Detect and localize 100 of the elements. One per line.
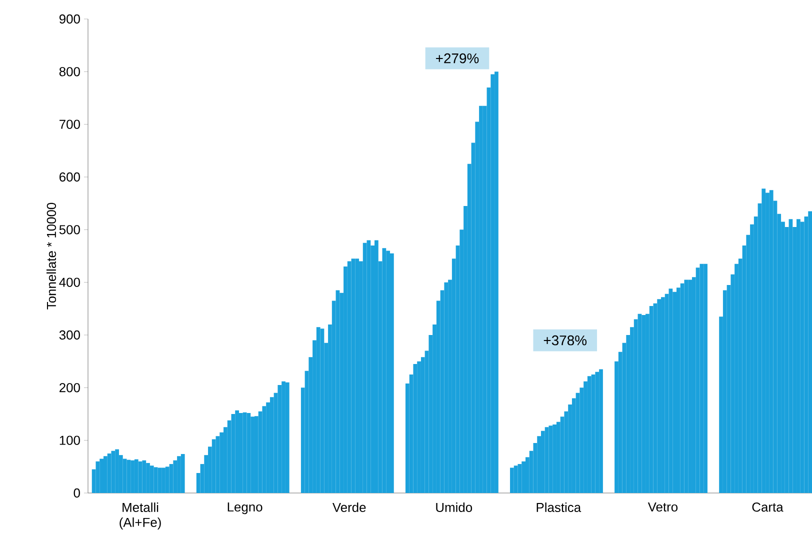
y-tick-label: 500: [59, 225, 80, 234]
bar: [285, 382, 290, 493]
bar: [238, 412, 243, 493]
y-tick-label: 900: [59, 14, 80, 24]
bar: [374, 240, 378, 493]
bar: [165, 466, 170, 493]
bar: [111, 450, 116, 493]
x-tick-label: Carta: [752, 502, 784, 512]
bar: [158, 468, 162, 493]
y-tick-label: 600: [60, 172, 80, 182]
bar: [231, 414, 236, 493]
bar: [544, 427, 549, 493]
bar: [490, 74, 495, 493]
bar: [316, 327, 320, 493]
bar: [362, 242, 367, 493]
bar: [134, 459, 138, 493]
bar: [494, 72, 498, 493]
bar: [115, 449, 119, 493]
bar: [413, 364, 418, 493]
bar: [688, 280, 692, 493]
y-tick-label: 100: [60, 436, 80, 445]
bar: [126, 460, 131, 493]
bar: [122, 458, 127, 493]
bar: [548, 426, 553, 493]
bar: [510, 468, 514, 493]
bar: [591, 374, 596, 493]
bar: [138, 461, 142, 493]
y-tick-label: 300: [59, 330, 80, 340]
bar: [347, 261, 352, 493]
bar: [552, 424, 556, 493]
x-tick-label: Vetro: [648, 502, 678, 512]
bar: [642, 314, 646, 493]
bar: [676, 288, 680, 493]
bar: [351, 258, 356, 493]
annotation: +279%: [436, 53, 479, 64]
y-axis-title: Tonnellate * 10000: [46, 202, 56, 310]
bar: [154, 467, 158, 493]
bar: [103, 456, 108, 493]
x-tick-label: Plastica: [536, 502, 582, 512]
annotation: +378%: [544, 335, 587, 346]
bar: [169, 464, 174, 493]
bar: [366, 240, 371, 493]
bar: [100, 458, 104, 493]
bar: [672, 292, 676, 493]
bar: [246, 412, 251, 493]
bar: [540, 430, 545, 493]
bar: [444, 282, 448, 493]
bar: [808, 211, 812, 493]
x-tick-label: Verde: [332, 502, 366, 512]
bar: [107, 454, 112, 493]
bar: [320, 328, 324, 493]
bar: [417, 361, 421, 493]
bar: [657, 299, 662, 493]
bar: [522, 461, 526, 493]
y-tick-label: 800: [59, 67, 80, 76]
bar: [278, 385, 282, 493]
bar: [150, 466, 154, 493]
bar: [680, 283, 684, 493]
bar: [684, 280, 688, 493]
bar: [518, 464, 522, 493]
bar: [514, 466, 518, 493]
bar: [649, 306, 654, 493]
bar: [704, 264, 708, 493]
bar: [796, 219, 800, 493]
bar: [599, 369, 603, 493]
x-tick-label: Umido: [436, 502, 472, 512]
bar: [700, 264, 704, 493]
bar: [661, 297, 665, 493]
y-tick-label: 700: [60, 120, 80, 129]
x-tick-label: Legno: [228, 502, 262, 514]
y-tick-label: 200: [60, 383, 80, 392]
y-tick-label: 0: [74, 488, 80, 498]
bar: [235, 410, 239, 493]
bar: [762, 188, 766, 493]
bar: [355, 258, 360, 493]
bar: [270, 397, 274, 493]
bar: [653, 303, 658, 493]
bar: [250, 416, 254, 493]
x-tick-label: Metalli (Al+Fe): [120, 502, 161, 530]
bar: [142, 460, 146, 493]
bar: [173, 460, 178, 493]
bar: [242, 412, 247, 493]
bar: [696, 268, 700, 493]
bar: [212, 439, 216, 493]
y-tick-label: 400: [59, 278, 80, 287]
bar: [668, 288, 673, 493]
bar: [336, 290, 340, 493]
bar: [130, 460, 134, 493]
bar: [595, 372, 600, 493]
bar: [788, 219, 793, 493]
bar: [638, 314, 642, 493]
bar: [216, 436, 220, 493]
bar: [262, 406, 266, 493]
bar: [587, 376, 592, 493]
bar: [382, 248, 386, 493]
bar: [769, 190, 774, 493]
bar: [386, 250, 390, 493]
bar: [96, 461, 100, 493]
bar: [180, 454, 185, 493]
bar: [282, 381, 286, 493]
